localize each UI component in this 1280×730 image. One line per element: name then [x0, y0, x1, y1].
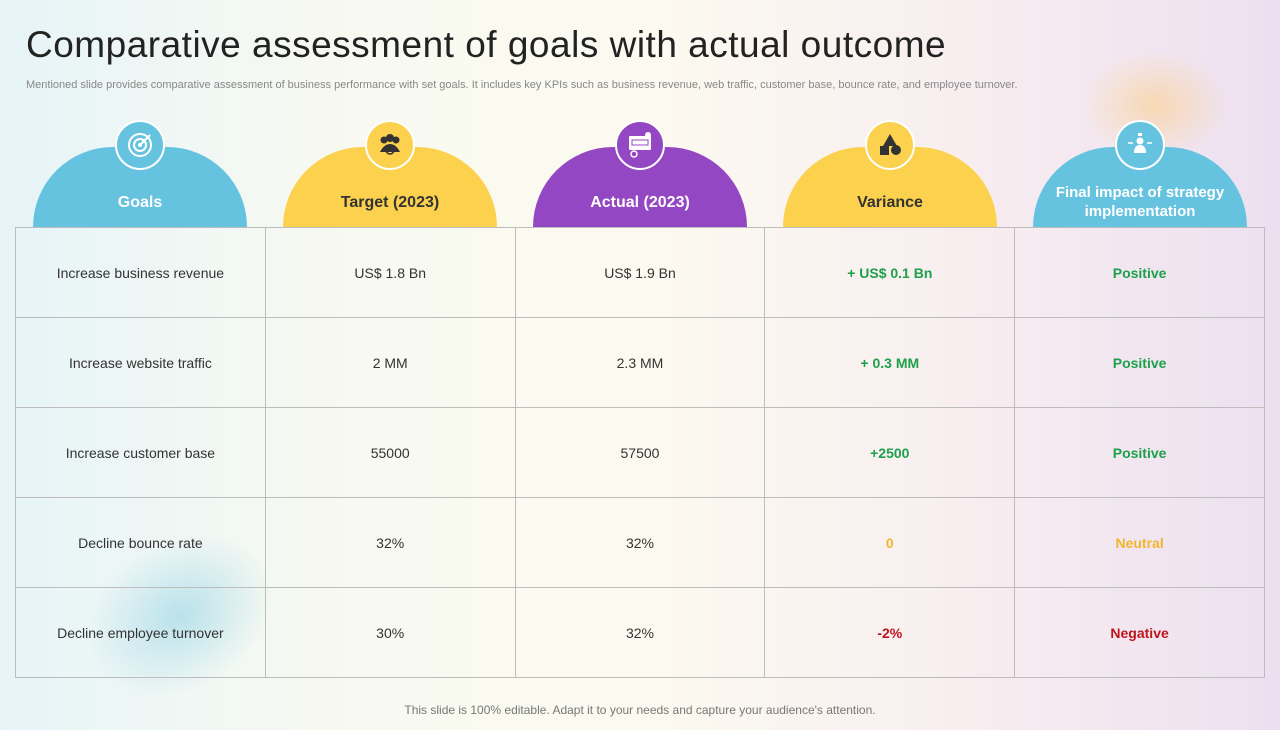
header-goals: Goals: [15, 120, 265, 227]
actual-cell: 57500: [514, 407, 766, 498]
header-impact-label: Final impact of strategy implementation: [1055, 184, 1225, 220]
variance-cell: + US$ 0.1 Bn: [764, 227, 1016, 318]
impact-cell: Positive: [1014, 407, 1265, 498]
variance-cell: + 0.3 MM: [764, 317, 1016, 408]
goal-cell: Increase website traffic: [15, 317, 266, 408]
target-cell: 2 MM: [264, 317, 516, 408]
impact-cell: Positive: [1014, 317, 1265, 408]
goal-cell: Decline employee turnover: [15, 587, 266, 678]
header-variance-label: Variance: [857, 194, 923, 211]
table-row: Decline employee turnover 30% 32% -2% Ne…: [15, 587, 1265, 678]
variance-cell: +2500: [764, 407, 1016, 498]
slide-title: Comparative assessment of goals with act…: [26, 24, 947, 65]
variance-cell: 0: [764, 497, 1016, 588]
table-row: Decline bounce rate 32% 32% 0 Neutral: [15, 497, 1265, 588]
header-variance: Variance: [765, 120, 1015, 227]
comparison-table: Increase business revenue US$ 1.8 Bn US$…: [15, 227, 1265, 678]
impact-cell: Positive: [1014, 227, 1265, 318]
impact-cell: Neutral: [1014, 497, 1265, 588]
actual-cell: US$ 1.9 Bn: [514, 227, 766, 318]
presenter-icon: [1115, 120, 1165, 170]
variance-cell: -2%: [764, 587, 1016, 678]
team-icon: [365, 120, 415, 170]
target-cell: 32%: [264, 497, 516, 588]
goal-cell: Increase customer base: [15, 407, 266, 498]
header-goals-label: Goals: [117, 194, 163, 211]
actual-cell: 32%: [514, 587, 766, 678]
shapes-icon: [865, 120, 915, 170]
header-target-label: Target (2023): [340, 194, 440, 211]
header-actual: Actual (2023): [515, 120, 765, 227]
target-cell: 30%: [264, 587, 516, 678]
actual-cell: 32%: [514, 497, 766, 588]
table-row: Increase customer base 55000 57500 +2500…: [15, 407, 1265, 498]
slide-subtitle: Mentioned slide provides comparative ass…: [26, 79, 1018, 91]
target-cell: 55000: [264, 407, 516, 498]
target-cell: US$ 1.8 Bn: [264, 227, 516, 318]
slide-footer: This slide is 100% editable. Adapt it to…: [404, 703, 876, 717]
actual-board-icon: [615, 120, 665, 170]
header-target: Target (2023): [265, 120, 515, 227]
target-icon: [115, 120, 165, 170]
header-impact: Final impact of strategy implementation: [1015, 120, 1265, 227]
impact-cell: Negative: [1014, 587, 1265, 678]
goal-cell: Increase business revenue: [15, 227, 266, 318]
table-row: Increase business revenue US$ 1.8 Bn US$…: [15, 227, 1265, 318]
goal-cell: Decline bounce rate: [15, 497, 266, 588]
header-actual-label: Actual (2023): [590, 194, 690, 211]
table-row: Increase website traffic 2 MM 2.3 MM + 0…: [15, 317, 1265, 408]
actual-cell: 2.3 MM: [514, 317, 766, 408]
